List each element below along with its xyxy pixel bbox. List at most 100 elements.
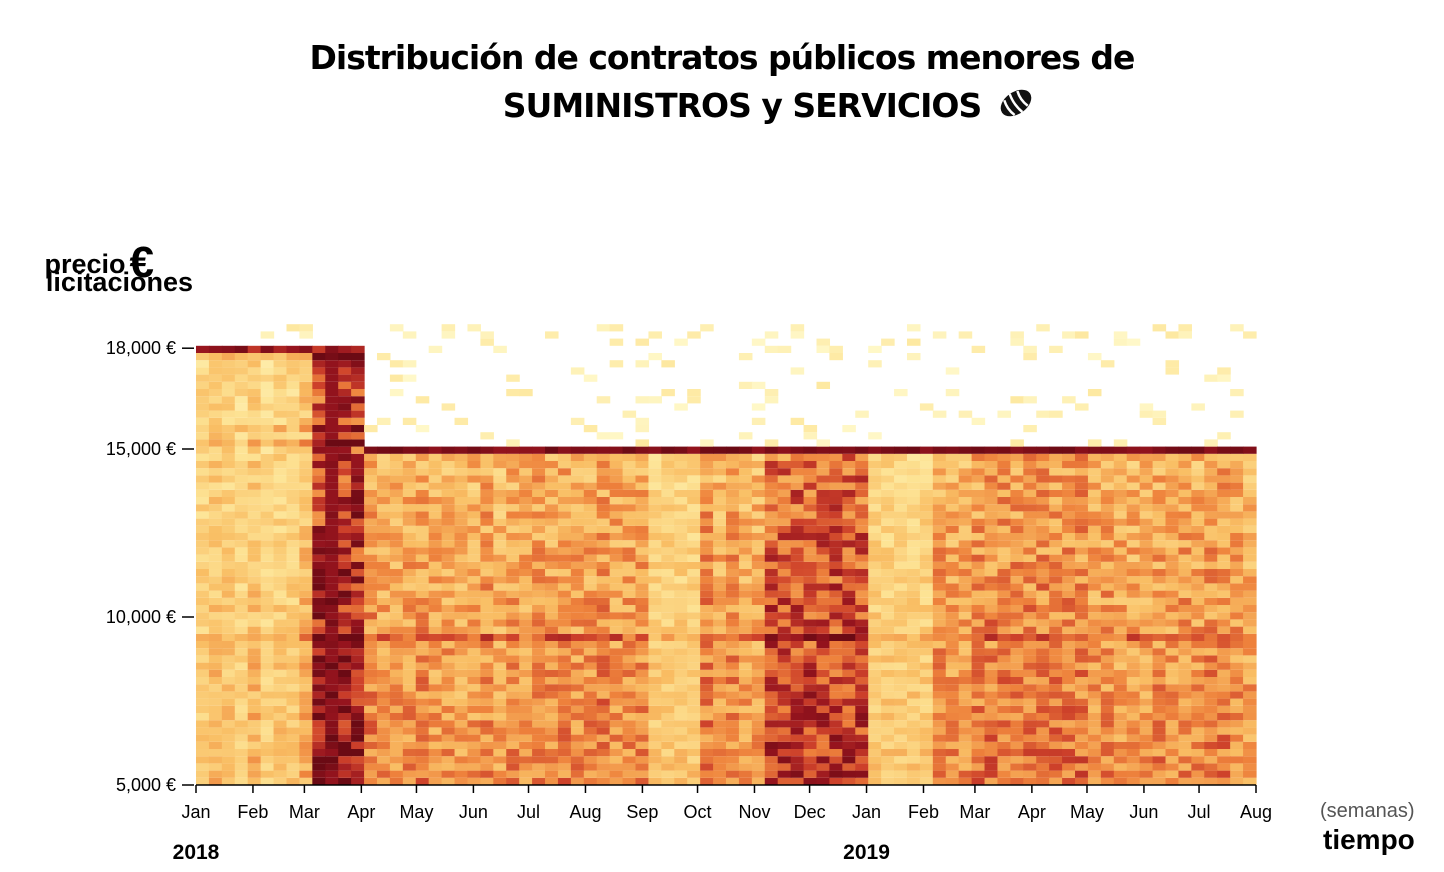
heatmap-cell bbox=[881, 720, 895, 728]
heatmap-cell bbox=[1139, 561, 1154, 569]
heatmap-cell bbox=[764, 540, 779, 548]
heatmap-cell bbox=[803, 554, 818, 562]
heatmap-cell bbox=[777, 583, 792, 591]
heatmap-cell bbox=[713, 540, 727, 548]
heatmap-cell bbox=[829, 770, 843, 778]
heatmap-cell bbox=[984, 583, 999, 591]
heatmap-cell bbox=[1087, 446, 1102, 454]
heatmap-cell bbox=[1139, 482, 1154, 490]
heatmap-cell bbox=[351, 561, 365, 569]
heatmap-cell bbox=[1230, 518, 1244, 526]
heatmap-cell bbox=[364, 547, 378, 555]
heatmap-cell bbox=[958, 461, 973, 469]
heatmap-cell bbox=[583, 727, 598, 735]
heatmap-cell bbox=[415, 446, 430, 454]
heatmap-cell bbox=[596, 619, 611, 627]
heatmap-cell bbox=[932, 489, 947, 497]
heatmap-cell bbox=[997, 561, 1011, 569]
heatmap-cell bbox=[777, 540, 792, 548]
heatmap-cell bbox=[1075, 756, 1089, 764]
heatmap-cell bbox=[609, 691, 624, 699]
heatmap-cell bbox=[557, 504, 572, 512]
heatmap-cell bbox=[945, 691, 960, 699]
heatmap-cell bbox=[299, 583, 313, 591]
heatmap-cell bbox=[260, 389, 275, 397]
heatmap-cell bbox=[273, 626, 288, 634]
heatmap-cell bbox=[415, 662, 430, 670]
heatmap-cell bbox=[402, 655, 417, 663]
heatmap-cell bbox=[764, 605, 779, 613]
heatmap-cell bbox=[790, 504, 805, 512]
heatmap-cell bbox=[971, 453, 986, 461]
heatmap-cell bbox=[1010, 698, 1024, 706]
heatmap-cell bbox=[855, 554, 869, 562]
heatmap-cell bbox=[208, 770, 223, 778]
heatmap-cell bbox=[855, 518, 869, 526]
heatmap-cell bbox=[532, 461, 546, 469]
heatmap-cell bbox=[532, 540, 546, 548]
heatmap-cell bbox=[945, 684, 960, 692]
heatmap-cell bbox=[919, 511, 934, 519]
heatmap-cell bbox=[1165, 511, 1180, 519]
heatmap-cell bbox=[635, 561, 650, 569]
heatmap-cell bbox=[286, 727, 301, 735]
heatmap-cell bbox=[622, 475, 637, 483]
heatmap-cell bbox=[997, 626, 1011, 634]
heatmap-cell bbox=[1243, 669, 1257, 677]
heatmap-cell bbox=[1075, 518, 1089, 526]
heatmap-cell bbox=[1217, 597, 1231, 605]
heatmap-cell bbox=[208, 590, 223, 598]
heatmap-cell bbox=[260, 648, 275, 656]
heatmap-cell bbox=[299, 576, 313, 584]
heatmap-cell bbox=[260, 353, 275, 361]
heatmap-cell bbox=[299, 626, 313, 634]
heatmap-cell bbox=[997, 489, 1011, 497]
heatmap-cell bbox=[674, 403, 688, 411]
heatmap-cell bbox=[545, 561, 559, 569]
heatmap-cell bbox=[221, 684, 236, 692]
heatmap-cell bbox=[674, 612, 688, 620]
heatmap-cell bbox=[196, 677, 210, 685]
heatmap-cell bbox=[738, 770, 753, 778]
heatmap-cell bbox=[932, 677, 947, 685]
heatmap-cell bbox=[1087, 439, 1102, 447]
heatmap-cell bbox=[945, 605, 960, 613]
heatmap-cell bbox=[816, 482, 831, 490]
heatmap-cell bbox=[570, 475, 585, 483]
heatmap-cell bbox=[557, 518, 572, 526]
heatmap-cell bbox=[687, 777, 701, 785]
heatmap-cell bbox=[1178, 626, 1192, 634]
heatmap-cell bbox=[196, 576, 210, 584]
heatmap-cell bbox=[971, 713, 986, 721]
heatmap-cell bbox=[1204, 554, 1218, 562]
heatmap-cell bbox=[700, 605, 714, 613]
heatmap-cell bbox=[700, 497, 714, 505]
heatmap-cell bbox=[1139, 662, 1154, 670]
heatmap-cell bbox=[338, 648, 352, 656]
heatmap-cell bbox=[570, 511, 585, 519]
heatmap-cell bbox=[1087, 489, 1102, 497]
heatmap-cell bbox=[790, 597, 805, 605]
heatmap-cell bbox=[894, 446, 908, 454]
heatmap-cell bbox=[777, 482, 792, 490]
heatmap-cell bbox=[1049, 770, 1063, 778]
heatmap-cell bbox=[1075, 720, 1089, 728]
heatmap-cell bbox=[790, 655, 805, 663]
heatmap-cell bbox=[208, 396, 223, 404]
heatmap-cell bbox=[1049, 554, 1063, 562]
heatmap-cell bbox=[208, 374, 223, 382]
heatmap-cell bbox=[1023, 777, 1037, 785]
heatmap-cell bbox=[351, 518, 365, 526]
heatmap-cell bbox=[1036, 497, 1050, 505]
heatmap-cell bbox=[894, 597, 908, 605]
heatmap-cell bbox=[325, 583, 339, 591]
heatmap-cell bbox=[816, 669, 831, 677]
heatmap-cell bbox=[1217, 446, 1231, 454]
heatmap-cell bbox=[312, 396, 326, 404]
x-tick-label: Mar bbox=[289, 802, 320, 822]
heatmap-cell bbox=[338, 511, 352, 519]
heatmap-cell bbox=[971, 525, 986, 533]
heatmap-cell bbox=[1023, 741, 1037, 749]
heatmap-cell bbox=[1217, 554, 1231, 562]
heatmap-cell bbox=[635, 648, 650, 656]
